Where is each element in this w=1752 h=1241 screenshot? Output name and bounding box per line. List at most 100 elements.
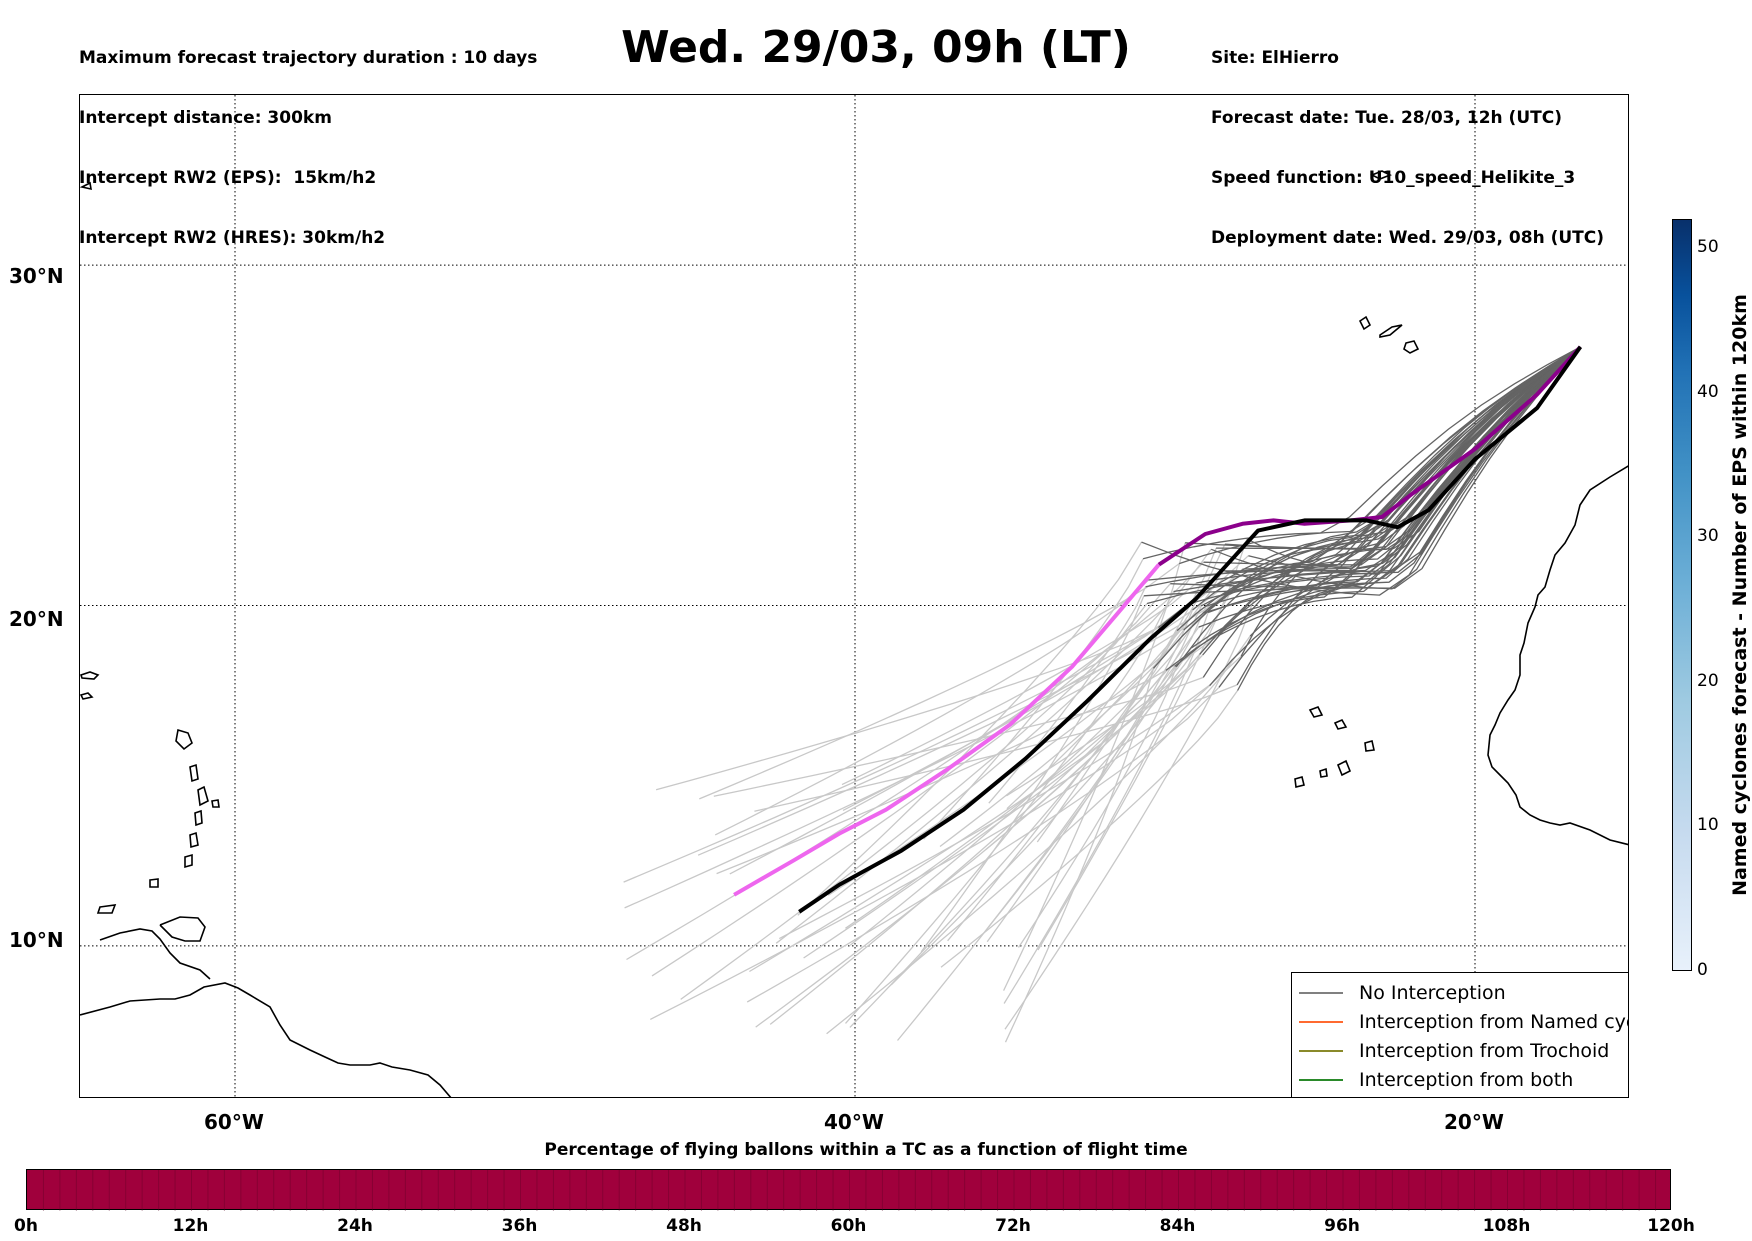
eps-track-late	[713, 676, 1204, 797]
eps-track-late	[1003, 542, 1186, 991]
coastline-canary-3	[1403, 340, 1420, 354]
hres-track-early	[1157, 345, 1582, 567]
coastline-africa	[1487, 465, 1628, 846]
coastline-cape-verde-1	[1308, 705, 1324, 718]
eps-track-early	[1142, 346, 1581, 560]
eps-track-late	[1004, 668, 1155, 1043]
lon-label-60w: 60°W	[204, 1110, 264, 1134]
lat-label-10n: 10°N	[9, 928, 64, 952]
header-right-line: Speed function: U10_speed_Helikite_3	[1211, 168, 1576, 188]
legend-item: Interception from Trochoid	[1292, 1037, 1609, 1065]
eps-track-early	[1185, 346, 1581, 551]
cyclone-colorbar-tick: 10	[1697, 815, 1719, 836]
eps-track-early	[1141, 346, 1581, 596]
flight-colorbar-tick: 120h	[1647, 1216, 1695, 1236]
coastline-island-6	[194, 809, 203, 827]
coastline-madeira	[1370, 170, 1392, 180]
header-right-line: Forecast date: Tue. 28/03, 12h (UTC)	[1211, 108, 1562, 128]
flight-colorbar-tick: 24h	[337, 1216, 373, 1236]
coastline-island-2	[80, 692, 94, 700]
coastlines	[80, 170, 1628, 1097]
header-right-line: Deployment date: Wed. 29/03, 08h (UTC)	[1211, 228, 1605, 248]
eps-track-late	[746, 686, 1220, 1003]
hres-track-late	[733, 563, 1161, 897]
eps-track-early	[1170, 346, 1581, 589]
eps-track-early	[1203, 346, 1581, 566]
flight-colorbar-tick: 108h	[1482, 1216, 1531, 1236]
legend-swatch	[1299, 1079, 1343, 1081]
eps-track-late	[939, 629, 1185, 848]
coastline-island-1	[80, 671, 100, 680]
coastline-island-10	[96, 904, 117, 914]
coastline-cape-verde-6	[1319, 767, 1328, 778]
coastline-trinidad	[159, 916, 206, 942]
legend-item: No Interception	[1292, 979, 1506, 1007]
hres-track	[733, 345, 1582, 897]
gridlines	[80, 95, 1628, 1097]
flight-colorbar-tick: 0h	[14, 1216, 38, 1236]
coastline-cape-verde-5	[1294, 776, 1305, 788]
header-right: Site: ElHierro Forecast date: Tue. 28/03…	[1211, 8, 1604, 268]
flight-colorbar-dividers	[42, 1170, 1657, 1211]
cyclone-colorbar-tick: 50	[1697, 236, 1719, 257]
eps-track-early	[1241, 346, 1581, 583]
coastline-island-11	[149, 878, 159, 888]
flight-colorbar-tick: 36h	[501, 1216, 538, 1236]
eps-track-early	[1146, 346, 1581, 605]
map-panel[interactable]: No Interception Interception from Named c…	[79, 94, 1629, 1098]
flight-colorbar-tick: 84h	[1159, 1216, 1196, 1236]
eps-track-late	[890, 594, 1231, 986]
eps-track-late	[988, 586, 1147, 804]
eps-track-late	[623, 603, 1190, 883]
eps-tracks-late	[623, 538, 1255, 1043]
eps-tracks-early	[1141, 346, 1581, 691]
coastline-island-7	[189, 831, 199, 849]
coastline-cape-verde-3	[1364, 739, 1375, 752]
eps-track-late	[940, 690, 1239, 968]
eps-track-late	[714, 579, 1150, 836]
coastline-island-4	[189, 763, 199, 783]
flight-colorbar-tick: 72h	[995, 1216, 1031, 1236]
header-left: Maximum forecast trajectory duration : 1…	[79, 8, 537, 268]
lat-label-20n: 20°N	[9, 607, 64, 631]
eps-track-late	[826, 635, 1251, 1035]
eps-track-late	[650, 685, 1211, 1020]
eps-track-early	[1210, 346, 1581, 590]
coastline-canary-2	[1379, 324, 1403, 338]
legend-item: HRES	[1292, 1095, 1411, 1097]
eps-track-early	[1175, 346, 1581, 668]
cyclone-colorbar	[1672, 219, 1692, 971]
legend-swatch	[1299, 1021, 1343, 1023]
eps-track-late	[651, 583, 1171, 977]
cyclone-colorbar-tick: 20	[1697, 670, 1719, 691]
eps-track-late	[749, 654, 1204, 973]
eps-track-late	[716, 635, 1219, 875]
cyclone-colorbar-label: Named cyclones forecast - Number of EPS …	[1729, 294, 1751, 896]
coastline-south-america	[80, 982, 452, 1097]
coastline-island-5	[197, 785, 209, 807]
legend-swatch	[1299, 1050, 1343, 1052]
eps-track-late	[947, 543, 1226, 942]
flight-colorbar-title: Percentage of flying ballons within a TC…	[544, 1140, 1188, 1160]
coastline-cape-verde-4	[1336, 759, 1352, 777]
coastline-venezuela-bay	[99, 928, 211, 980]
header-left-line: Intercept distance: 300km	[79, 108, 332, 128]
legend-label: Interception from Trochoid	[1359, 1040, 1610, 1062]
flight-colorbar	[26, 1169, 1671, 1211]
legend-label: Interception from both	[1359, 1069, 1574, 1091]
lon-label-40w: 40°W	[824, 1110, 884, 1134]
map-canvas	[80, 95, 1628, 1097]
eps-track-late	[778, 655, 1242, 940]
eps-track-late	[775, 548, 1212, 944]
eps-track-late	[626, 561, 1205, 961]
eps-track-late	[849, 630, 1178, 1028]
eps-track-late	[1006, 653, 1201, 797]
eps-track-late	[1003, 612, 1209, 1004]
cyclone-colorbar-tick: 0	[1697, 960, 1708, 980]
eps-track-late	[624, 589, 1236, 909]
legend-item: Interception from Named cyclone	[1292, 1008, 1628, 1036]
eps-track-late	[680, 603, 1148, 1000]
coastline-canary-1	[1358, 315, 1372, 331]
legend-item: Interception from both	[1292, 1066, 1573, 1094]
eps-track-late	[1004, 598, 1255, 1030]
